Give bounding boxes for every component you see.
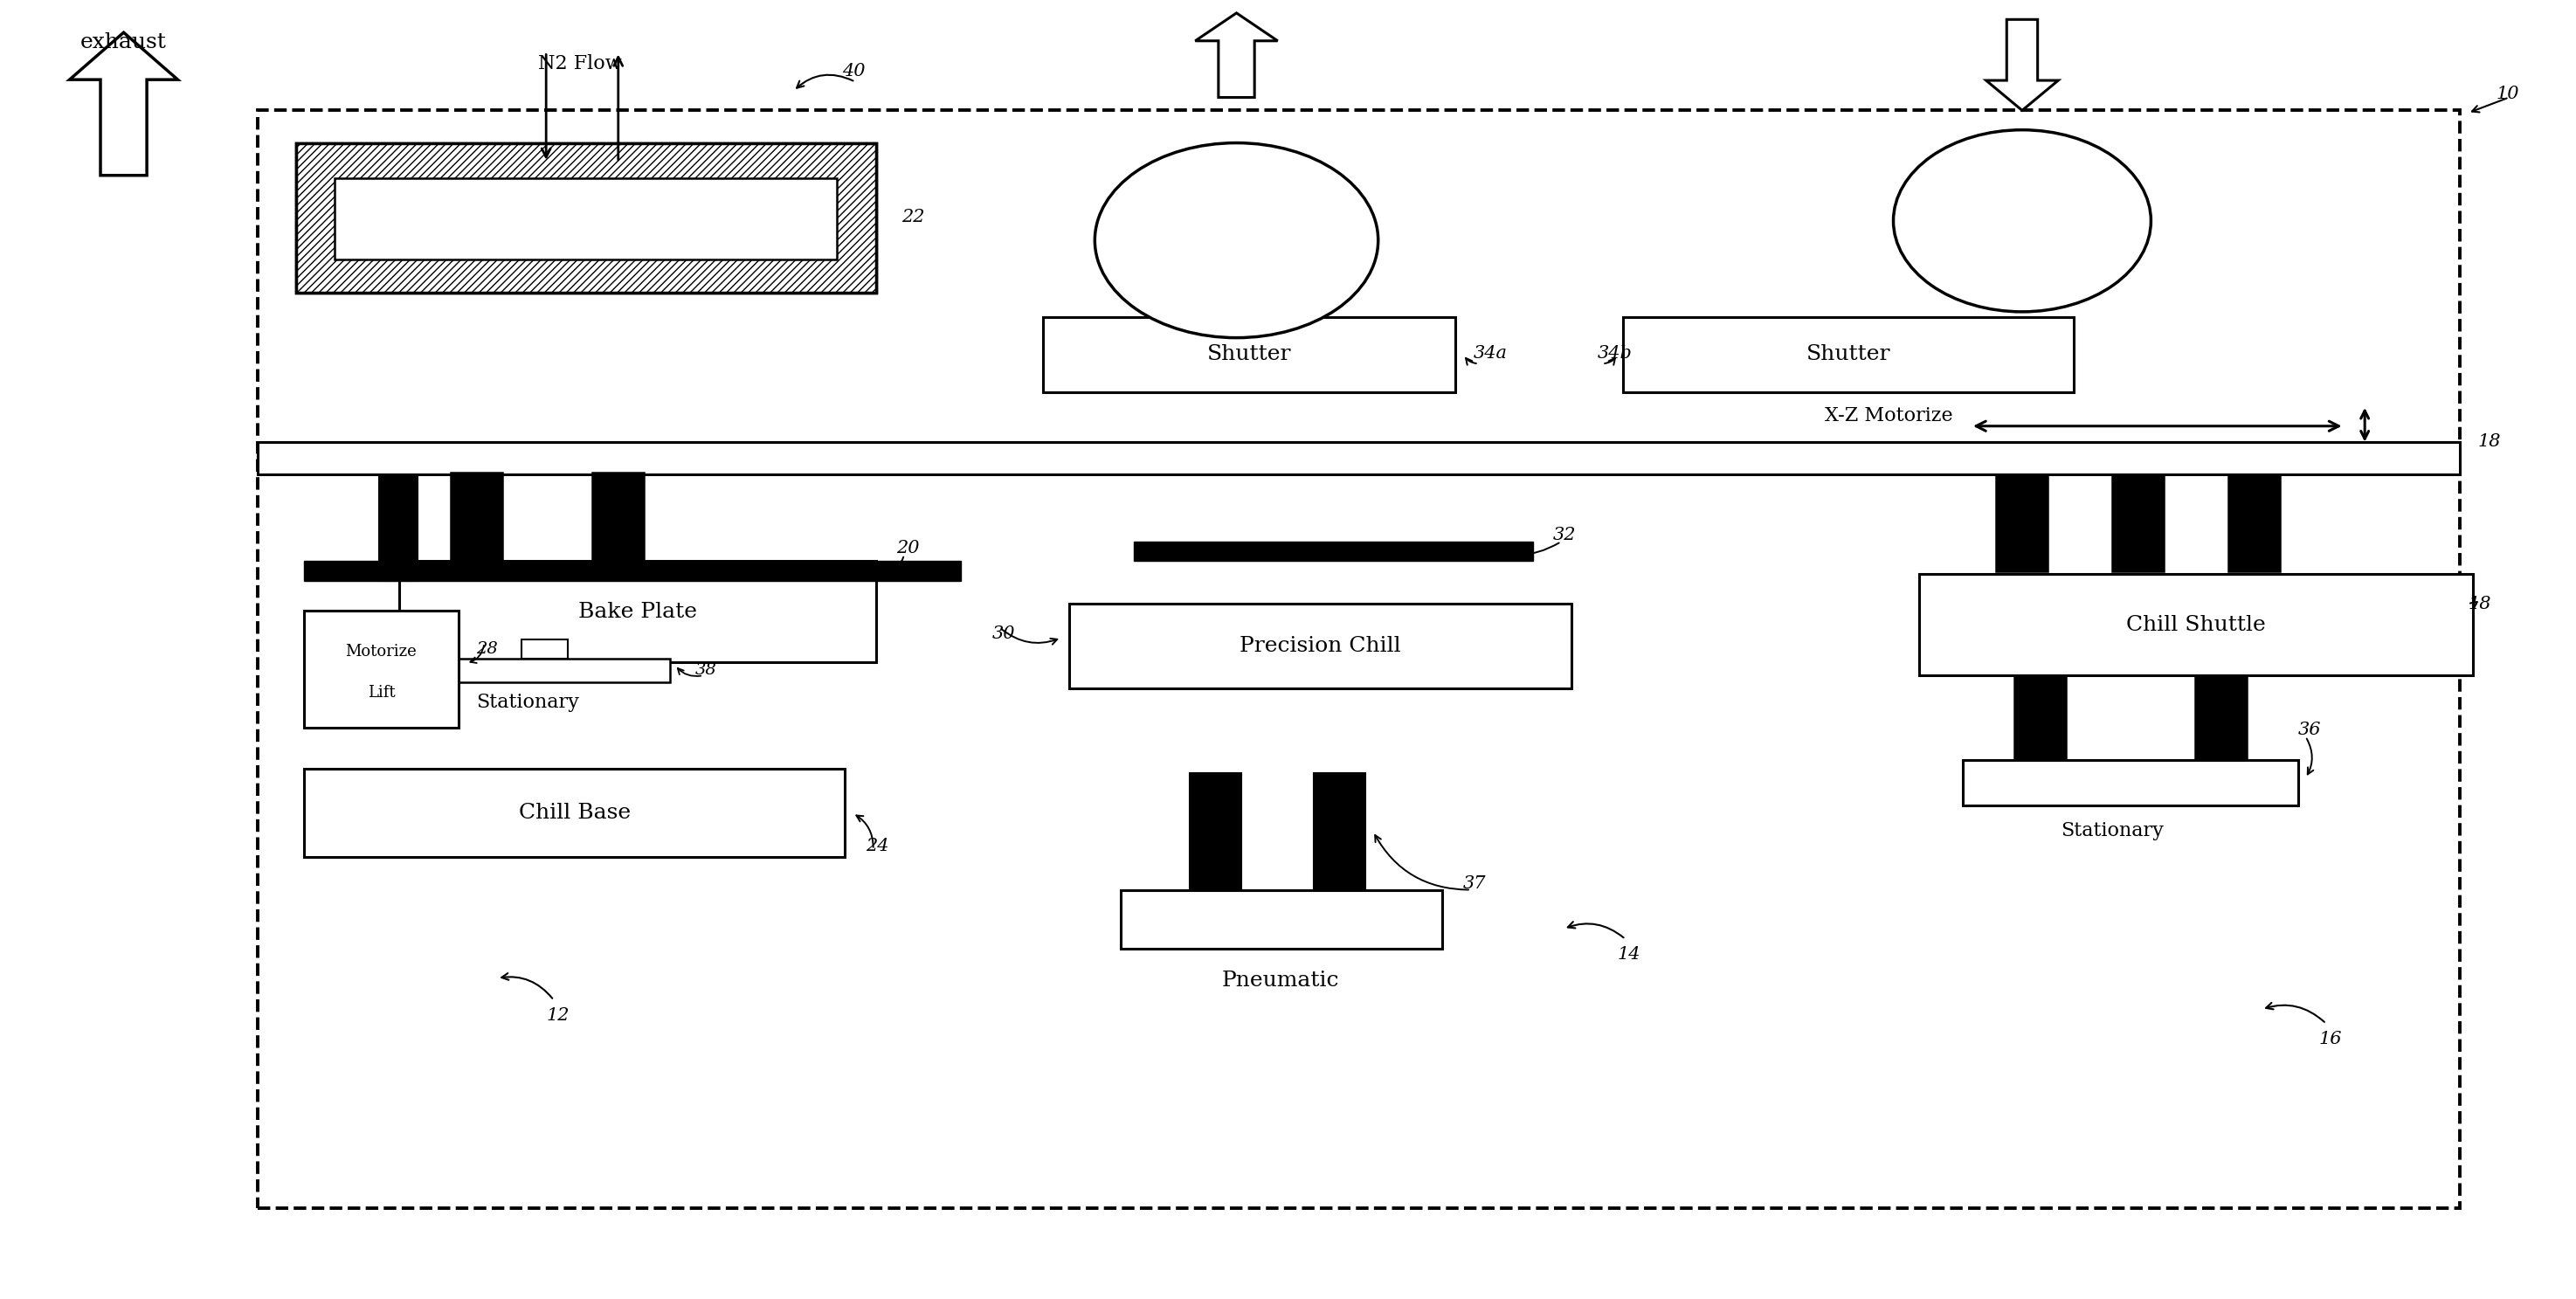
Bar <box>2228 474 2280 572</box>
Bar <box>304 611 459 727</box>
Polygon shape <box>1195 13 1278 97</box>
Bar <box>304 561 961 581</box>
Text: 34a: 34a <box>1473 346 1507 361</box>
Bar <box>1919 574 2473 675</box>
Text: exhaust: exhaust <box>80 32 167 52</box>
Text: 20: 20 <box>896 540 920 556</box>
Text: 12: 12 <box>546 1008 569 1024</box>
Text: Shutter: Shutter <box>1806 344 1891 365</box>
Text: 36: 36 <box>2298 722 2321 738</box>
Text: Chill Base: Chill Base <box>518 803 631 824</box>
Bar <box>258 110 2460 1208</box>
Bar <box>304 769 845 857</box>
Text: 40: 40 <box>842 64 866 79</box>
Bar <box>296 143 876 292</box>
Bar <box>2014 675 2066 760</box>
Bar <box>296 143 876 292</box>
Bar <box>1996 474 2048 572</box>
Text: 10: 10 <box>2496 86 2519 101</box>
Ellipse shape <box>1893 130 2151 312</box>
Text: Pneumatic: Pneumatic <box>1221 970 1340 990</box>
Text: 16: 16 <box>2318 1031 2342 1047</box>
Bar <box>1623 317 2074 392</box>
Bar <box>1043 317 1455 392</box>
Text: N2 Flow: N2 Flow <box>538 55 621 74</box>
Bar <box>592 473 644 561</box>
Text: Shutter: Shutter <box>1208 344 1291 365</box>
Text: Chill Shuttle: Chill Shuttle <box>2125 614 2267 635</box>
Bar <box>1314 773 1365 890</box>
Text: 18: 18 <box>2468 596 2491 612</box>
Bar <box>399 561 876 662</box>
Text: Lift: Lift <box>368 685 394 700</box>
Bar <box>2195 675 2246 760</box>
Text: Stationary: Stationary <box>477 692 580 712</box>
Text: 28: 28 <box>477 642 497 657</box>
Text: 22: 22 <box>902 209 925 225</box>
Bar <box>425 659 670 682</box>
Ellipse shape <box>1095 143 1378 338</box>
Bar <box>2112 474 2164 572</box>
Bar <box>451 473 502 561</box>
Text: 32: 32 <box>1553 527 1577 543</box>
Bar <box>258 442 2460 474</box>
Polygon shape <box>1986 19 2058 110</box>
Text: X-Z Motorize: X-Z Motorize <box>1824 407 1953 425</box>
Bar <box>1121 890 1443 948</box>
Text: Motorize: Motorize <box>345 643 417 660</box>
Text: 37: 37 <box>1463 876 1486 891</box>
Text: 14: 14 <box>1618 947 1641 963</box>
Bar <box>379 477 417 581</box>
Text: 18: 18 <box>2478 434 2501 449</box>
Text: 38: 38 <box>696 662 716 678</box>
Bar <box>1190 773 1242 890</box>
Bar <box>520 639 569 659</box>
Text: 34b: 34b <box>1597 346 1633 361</box>
Bar <box>296 143 876 292</box>
Text: Precision Chill: Precision Chill <box>1239 637 1401 656</box>
Text: Stationary: Stationary <box>2061 821 2164 840</box>
Text: 30: 30 <box>992 626 1015 642</box>
Bar <box>335 178 837 260</box>
Bar <box>1963 760 2298 805</box>
Bar <box>1069 604 1571 688</box>
Text: Bake Plate: Bake Plate <box>577 601 698 622</box>
Polygon shape <box>70 32 178 175</box>
Text: 24: 24 <box>866 838 889 853</box>
Bar <box>1133 542 1533 561</box>
